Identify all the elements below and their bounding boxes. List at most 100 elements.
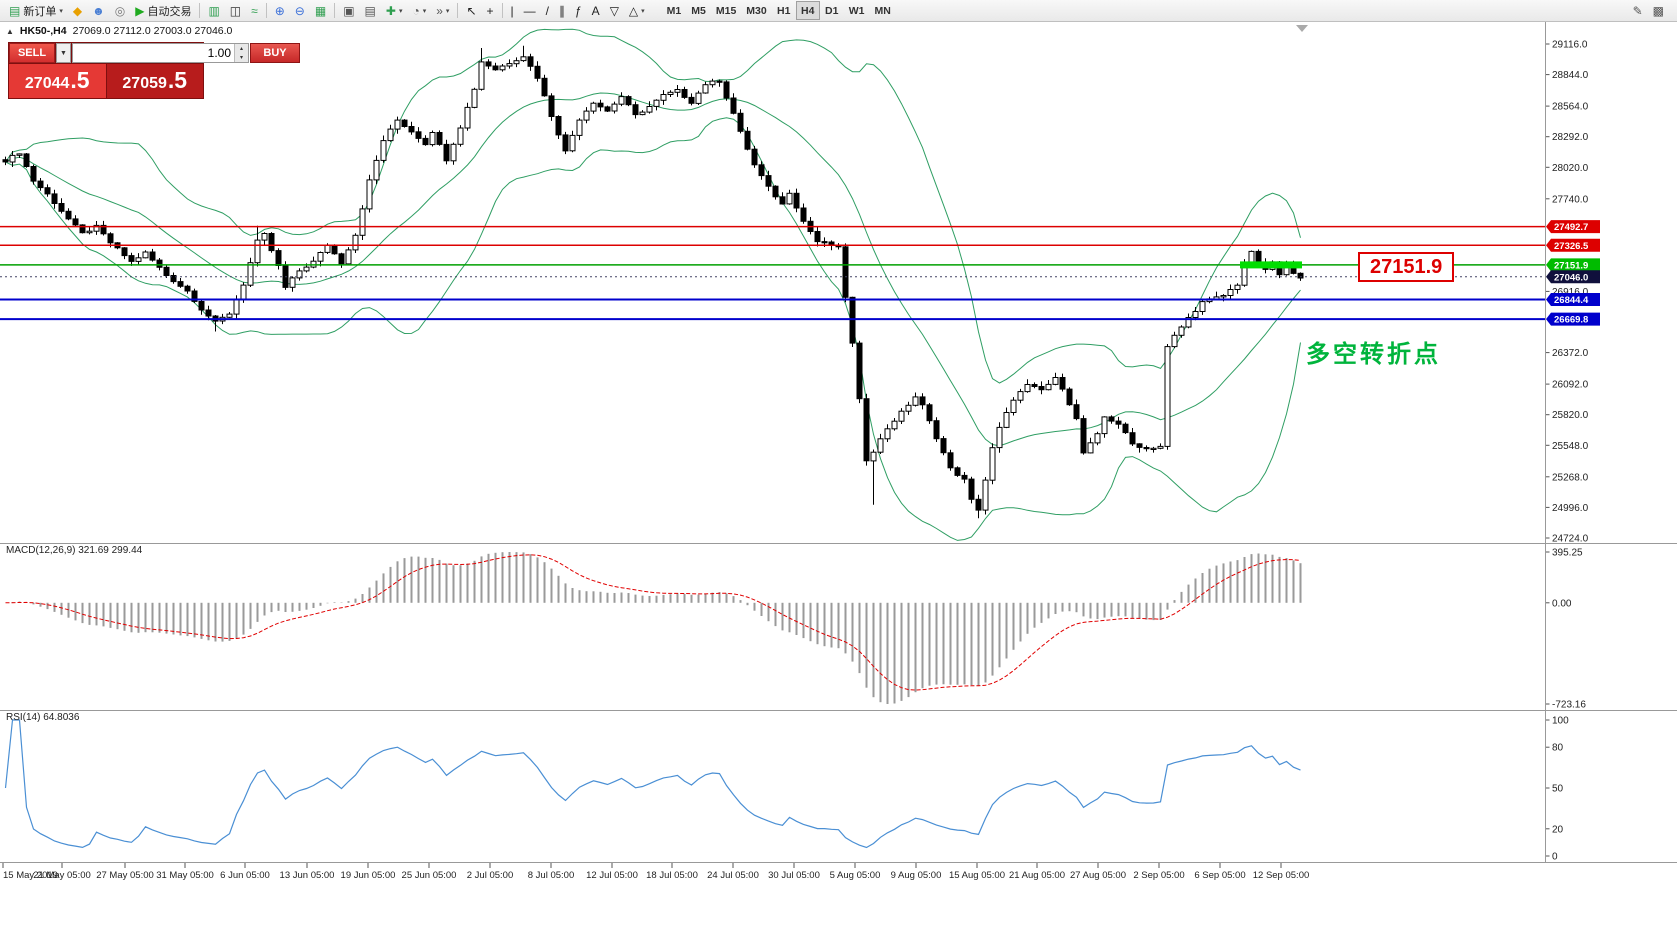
svg-text:29116.0: 29116.0 [1552, 40, 1588, 51]
zoom-in-button[interactable]: ⊕ [270, 1, 290, 20]
svg-text:26844.4: 26844.4 [1554, 295, 1589, 306]
volume-stepper: ▴ ▾ [234, 44, 248, 62]
new-order-button[interactable]: ▤ 新订单 ▾ [4, 1, 68, 20]
timeframe-m30-button[interactable]: M30 [741, 1, 771, 20]
volume-increase-button[interactable]: ▴ [235, 44, 248, 53]
timeframe-m5-button[interactable]: M5 [686, 1, 711, 20]
caret-down-icon: ▾ [445, 7, 450, 15]
candles [2, 45, 1304, 519]
volume-input[interactable] [73, 44, 234, 62]
svg-text:5 Aug 05:00: 5 Aug 05:00 [830, 870, 881, 881]
svg-text:24724.0: 24724.0 [1552, 534, 1589, 545]
trendline-icon: / [545, 3, 549, 18]
price-tag-26844.4: 26844.4 [1546, 293, 1600, 306]
buy-button[interactable]: BUY [250, 43, 300, 63]
caret-down-icon: ▾ [398, 7, 403, 15]
macd-indicator-label: MACD(12,26,9) 321.69 299.44 [6, 545, 143, 556]
chart-ohlc-values: 27069.0 27112.0 27003.0 27046.0 [72, 25, 233, 37]
new-chart-button[interactable]: ✚ ▾ [381, 1, 408, 20]
new-order-icon: ▤ [9, 3, 21, 18]
svg-text:30 Jul 05:00: 30 Jul 05:00 [768, 870, 820, 881]
timeframe-mn-button[interactable]: MN [869, 1, 895, 20]
chart-shift-icon: » [436, 3, 443, 18]
svg-text:13 Jun 05:00: 13 Jun 05:00 [280, 870, 335, 881]
auto-trading-button[interactable]: ▶ 自动交易 [130, 1, 196, 20]
svg-text:26372.0: 26372.0 [1552, 348, 1589, 359]
macd-histogram [11, 552, 1302, 704]
arrows-tool-icon: ▽ [609, 3, 619, 18]
crosshair-button[interactable]: + [482, 1, 499, 20]
trendline-button[interactable]: / [541, 1, 554, 20]
svg-text:0.00: 0.00 [1552, 598, 1572, 609]
order-type-dropdown[interactable]: ▼ [56, 43, 71, 63]
svg-text:25820.0: 25820.0 [1552, 410, 1589, 421]
rsi-indicator-label: RSI(14) 64.8036 [6, 712, 80, 723]
new-chart-icon: ✚ [385, 3, 396, 18]
svg-text:6 Sep 05:00: 6 Sep 05:00 [1194, 870, 1245, 881]
toolbar-main-group: ▤ 新订单 ▾ ◆ ☻ ◎ ▶ 自动交易 ▥ ◫ ≈ ⊕ ⊖ ▦ ▣ ▤ ✚ ▾ ◔ ▾» ▾ ↖ + | ― / ∥ ƒ A ▽ △ ▾ [4, 0, 650, 21]
tile-windows-button[interactable]: ▦ [310, 1, 331, 20]
arrows-tool-button[interactable]: ▽ [605, 1, 624, 20]
toolbar: ▤ 新订单 ▾ ◆ ☻ ◎ ▶ 自动交易 ▥ ◫ ≈ ⊕ ⊖ ▦ ▣ ▤ ✚ ▾ ◔ ▾» ▾ ↖ + | ― / ∥ ƒ A ▽ △ ▾ M… [0, 0, 1677, 22]
timeframe-toolbar: M1 M5 M15 M30 H1 H4 D1 W1 MN [662, 0, 896, 21]
fibonacci-button[interactable]: ƒ [570, 1, 587, 20]
mql5-community-button[interactable]: ◆ [68, 1, 87, 20]
timeframe-h4-button[interactable]: H4 [795, 1, 820, 20]
macd-axis-labels: 395.25 0.00 -723.16 [1545, 548, 1586, 711]
timeframe-m15-button[interactable]: M15 [711, 1, 741, 20]
toolbar-right-group: ✎ ▩ [1628, 0, 1669, 21]
horizontal-line-button[interactable]: ― [519, 1, 541, 20]
trade-panel-toggle-icon[interactable]: ▲ [6, 26, 14, 36]
chart-symbol: HK50-,H4 [19, 25, 67, 37]
svg-text:21 Aug 05:00: 21 Aug 05:00 [1009, 870, 1065, 881]
chart-shift-button[interactable]: » ▾ [431, 1, 454, 20]
support-chat-button[interactable]: ◎ [110, 1, 130, 20]
timeframe-d1-button[interactable]: D1 [820, 1, 844, 20]
text-tool-button[interactable]: A [587, 1, 605, 20]
svg-text:2 Sep 05:00: 2 Sep 05:00 [1133, 870, 1184, 881]
bollinger-upper-band [5, 28, 1301, 384]
chart-objects-button[interactable]: ▩ [1648, 1, 1669, 20]
svg-text:100: 100 [1552, 716, 1569, 727]
equidistant-channel-button[interactable]: ∥ [554, 1, 570, 20]
bar-chart-mode-button[interactable]: ▥ [203, 1, 224, 20]
svg-text:12 Jul 05:00: 12 Jul 05:00 [586, 870, 638, 881]
svg-text:6 Jun 05:00: 6 Jun 05:00 [220, 870, 270, 881]
candlestick-mode-button[interactable]: ◫ [225, 1, 246, 20]
cascade-windows-button[interactable]: ▣ [338, 1, 359, 20]
bollinger-middle-band [5, 92, 1301, 447]
arrange-windows-icon: ▤ [364, 3, 376, 18]
zoom-in-icon: ⊕ [274, 3, 285, 18]
time-periods-button[interactable]: ◔ ▾ [407, 1, 431, 20]
buy-price-box[interactable]: 27059.5 [106, 64, 203, 98]
vertical-line-button[interactable]: | [506, 1, 519, 20]
cursor-button[interactable]: ↖ [461, 1, 481, 20]
arrange-windows-button[interactable]: ▤ [360, 1, 381, 20]
timeframe-w1-button[interactable]: W1 [844, 1, 870, 20]
user-profile-button[interactable]: ☻ [87, 1, 110, 20]
sell-price-box[interactable]: 27044.5 [9, 64, 106, 98]
caret-down-icon: ▾ [641, 7, 645, 15]
volume-decrease-button[interactable]: ▾ [235, 53, 248, 62]
zoom-out-button[interactable]: ⊖ [290, 1, 310, 20]
price-callout[interactable]: 27151.9 [1358, 252, 1455, 282]
line-chart-mode-button[interactable]: ≈ [246, 1, 263, 20]
mql5-community-icon: ◆ [72, 3, 83, 18]
vertical-line-icon: | [510, 3, 514, 18]
chart-properties-button[interactable]: ✎ [1628, 1, 1648, 20]
shapes-button[interactable]: △ ▾ [624, 1, 650, 20]
toolbar-separator [265, 3, 267, 18]
svg-text:25548.0: 25548.0 [1552, 441, 1589, 452]
chart-shift-marker [1296, 25, 1308, 32]
caret-down-icon: ▾ [59, 7, 63, 15]
svg-text:19 Jun 05:00: 19 Jun 05:00 [341, 870, 396, 881]
timeframe-m1-button[interactable]: M1 [662, 1, 687, 20]
chart-annotation-text[interactable]: 多空转折点 [1306, 341, 1441, 368]
timeframe-h1-button[interactable]: H1 [772, 1, 796, 20]
svg-text:27151.9: 27151.9 [1554, 260, 1588, 271]
sell-button[interactable]: SELL [9, 43, 55, 63]
highlight-segment[interactable] [1240, 261, 1302, 269]
rsi-axis-labels: 100 80 50 20 0 [1545, 716, 1569, 863]
svg-text:26916.0: 26916.0 [1552, 287, 1589, 298]
